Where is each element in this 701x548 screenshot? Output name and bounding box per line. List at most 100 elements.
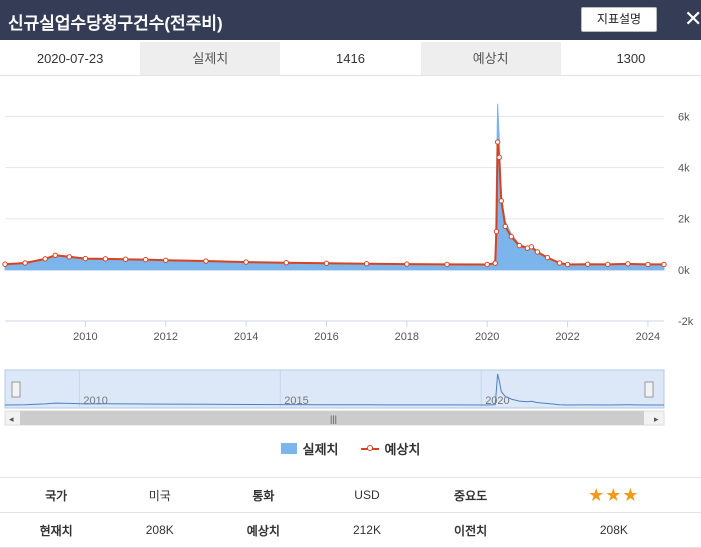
chart-area: 2010 2012 2014 2016 2018 2020 2022 2024 6k 4k 2k 0… <box>0 78 701 473</box>
forecast-point <box>323 260 330 266</box>
navigator-label: 2015 <box>284 395 308 407</box>
indicator-meta-table: 국가 미국 통화 USD 중요도 ★★★ 현재치 208K 예상치 212K 이… <box>0 477 701 548</box>
x-tick-label: 2020 <box>475 331 499 343</box>
y-tick-label: 6k <box>678 111 690 123</box>
actual-value: 1416 <box>336 51 365 66</box>
forecast-point <box>66 254 72 260</box>
legend-item-forecast[interactable]: 예상치 <box>360 437 421 459</box>
forecast-point <box>363 261 370 267</box>
chart-series <box>2 103 667 271</box>
forecast-point <box>564 261 571 268</box>
forecast-point <box>516 242 523 249</box>
close-icon[interactable]: ✕ <box>684 6 701 31</box>
country-label: 국가 <box>0 477 113 513</box>
forecast-point <box>82 255 89 262</box>
navigator-range <box>4 369 665 409</box>
forecast-point <box>494 139 501 145</box>
grid-lines <box>5 115 664 322</box>
navigator-handle-left[interactable] <box>11 381 21 398</box>
x-tick-label: 2016 <box>314 331 338 343</box>
release-date: 2020-07-23 <box>36 51 104 66</box>
forecast-point <box>142 256 149 263</box>
forecast-point <box>528 244 535 250</box>
x-tick-label: 2014 <box>234 331 258 343</box>
navigator-label: 2020 <box>485 395 509 407</box>
latest-release-row: 2020-07-23 실제치 1416 예상치 1300 <box>0 42 701 76</box>
previous-value: 208K <box>526 512 701 548</box>
forecast-point <box>122 256 129 262</box>
forecast-point <box>203 258 209 264</box>
series-forecast-line <box>4 141 664 266</box>
forecast-point <box>498 198 504 204</box>
forecast-point <box>484 261 490 268</box>
previous-label: 이전치 <box>414 512 527 548</box>
legend-label-forecast: 예상치 <box>384 441 421 457</box>
currency-label: 통화 <box>207 477 320 513</box>
legend-label-actual: 실제치 <box>302 441 339 457</box>
y-axis: 6k 4k 2k 0k -2k <box>678 111 694 328</box>
forecast-point <box>102 256 109 262</box>
meta-row-2: 현재치 208K 예상치 212K 이전치 208K <box>0 512 701 548</box>
forecast-point <box>243 259 249 265</box>
forecast-point <box>605 261 611 268</box>
navigator: 2010 2015 2020 ◂ ▸ ||| <box>4 369 665 426</box>
country-value: 미국 <box>112 477 208 513</box>
forecast-point <box>2 261 8 267</box>
navigator-series-line <box>4 373 664 406</box>
forecast-point <box>22 260 28 266</box>
series-actual-area <box>4 103 665 271</box>
forecast-label: 예상치 <box>420 42 561 75</box>
forecast-point <box>661 261 667 268</box>
x-tick-label: 2024 <box>636 331 660 343</box>
actual-label: 실제치 <box>140 42 281 75</box>
current-label: 현재치 <box>0 512 113 548</box>
scroll-grip-icon: ||| <box>330 414 337 424</box>
chart-legend: 실제치 예상치 <box>0 437 701 459</box>
y-tick-label: 0k <box>678 265 690 277</box>
forecast-point <box>496 154 502 161</box>
x-tick-label: 2012 <box>153 331 177 343</box>
forecast-point <box>404 261 410 267</box>
forecast-point <box>544 254 551 261</box>
meta-row-1: 국가 미국 통화 USD 중요도 ★★★ <box>0 477 701 513</box>
y-tick-label: 4k <box>678 163 690 175</box>
forecast-point <box>52 252 58 258</box>
dialog-header: 신규실업수당청구건수(전주비) 지표설명 ✕ <box>0 0 701 40</box>
importance-stars-icon: ★★★ <box>588 484 640 505</box>
importance-label: 중요도 <box>414 477 527 513</box>
forecast-point <box>556 260 563 266</box>
indicator-title: 신규실업수당청구건수(전주비) <box>8 14 223 33</box>
scroll-right-icon[interactable]: ▸ <box>654 414 659 424</box>
legend-swatch-actual <box>280 442 297 454</box>
forecast-point <box>502 223 508 230</box>
forecast-point <box>492 260 498 266</box>
forecast-point <box>163 257 169 263</box>
forecast-meta-value: 212K <box>319 512 415 548</box>
forecast-point <box>645 261 651 268</box>
forecast-point <box>444 261 450 268</box>
current-value: 208K <box>112 512 208 548</box>
scrollbar-thumb[interactable] <box>20 411 644 425</box>
y-tick-label: -2k <box>678 316 694 328</box>
legend-item-actual[interactable]: 실제치 <box>280 437 339 459</box>
forecast-point <box>534 249 541 255</box>
forecast-point <box>493 228 500 235</box>
navigator-handle-right[interactable] <box>644 381 654 398</box>
navigator-label: 2010 <box>83 395 107 407</box>
forecast-point <box>42 256 48 262</box>
forecast-point <box>283 260 289 266</box>
x-axis: 2010 2012 2014 2016 2018 2020 2022 2024 <box>5 320 664 343</box>
forecast-point <box>584 261 591 267</box>
indicator-description-button[interactable]: 지표설명 <box>581 7 657 32</box>
x-tick-label: 2018 <box>395 331 419 343</box>
forecast-point <box>625 261 631 267</box>
currency-value: USD <box>319 477 415 513</box>
x-tick-label: 2022 <box>555 331 579 343</box>
forecast-value: 1300 <box>616 51 646 66</box>
scroll-left-icon[interactable]: ◂ <box>9 414 14 424</box>
chart-svg: 2010 2012 2014 2016 2018 2020 2022 2024 6k 4k 2k 0… <box>2 103 694 426</box>
x-tick-label: 2010 <box>73 331 97 343</box>
forecast-meta-label: 예상치 <box>207 512 320 548</box>
importance-value: ★★★ <box>526 477 701 513</box>
y-tick-label: 2k <box>678 214 690 226</box>
